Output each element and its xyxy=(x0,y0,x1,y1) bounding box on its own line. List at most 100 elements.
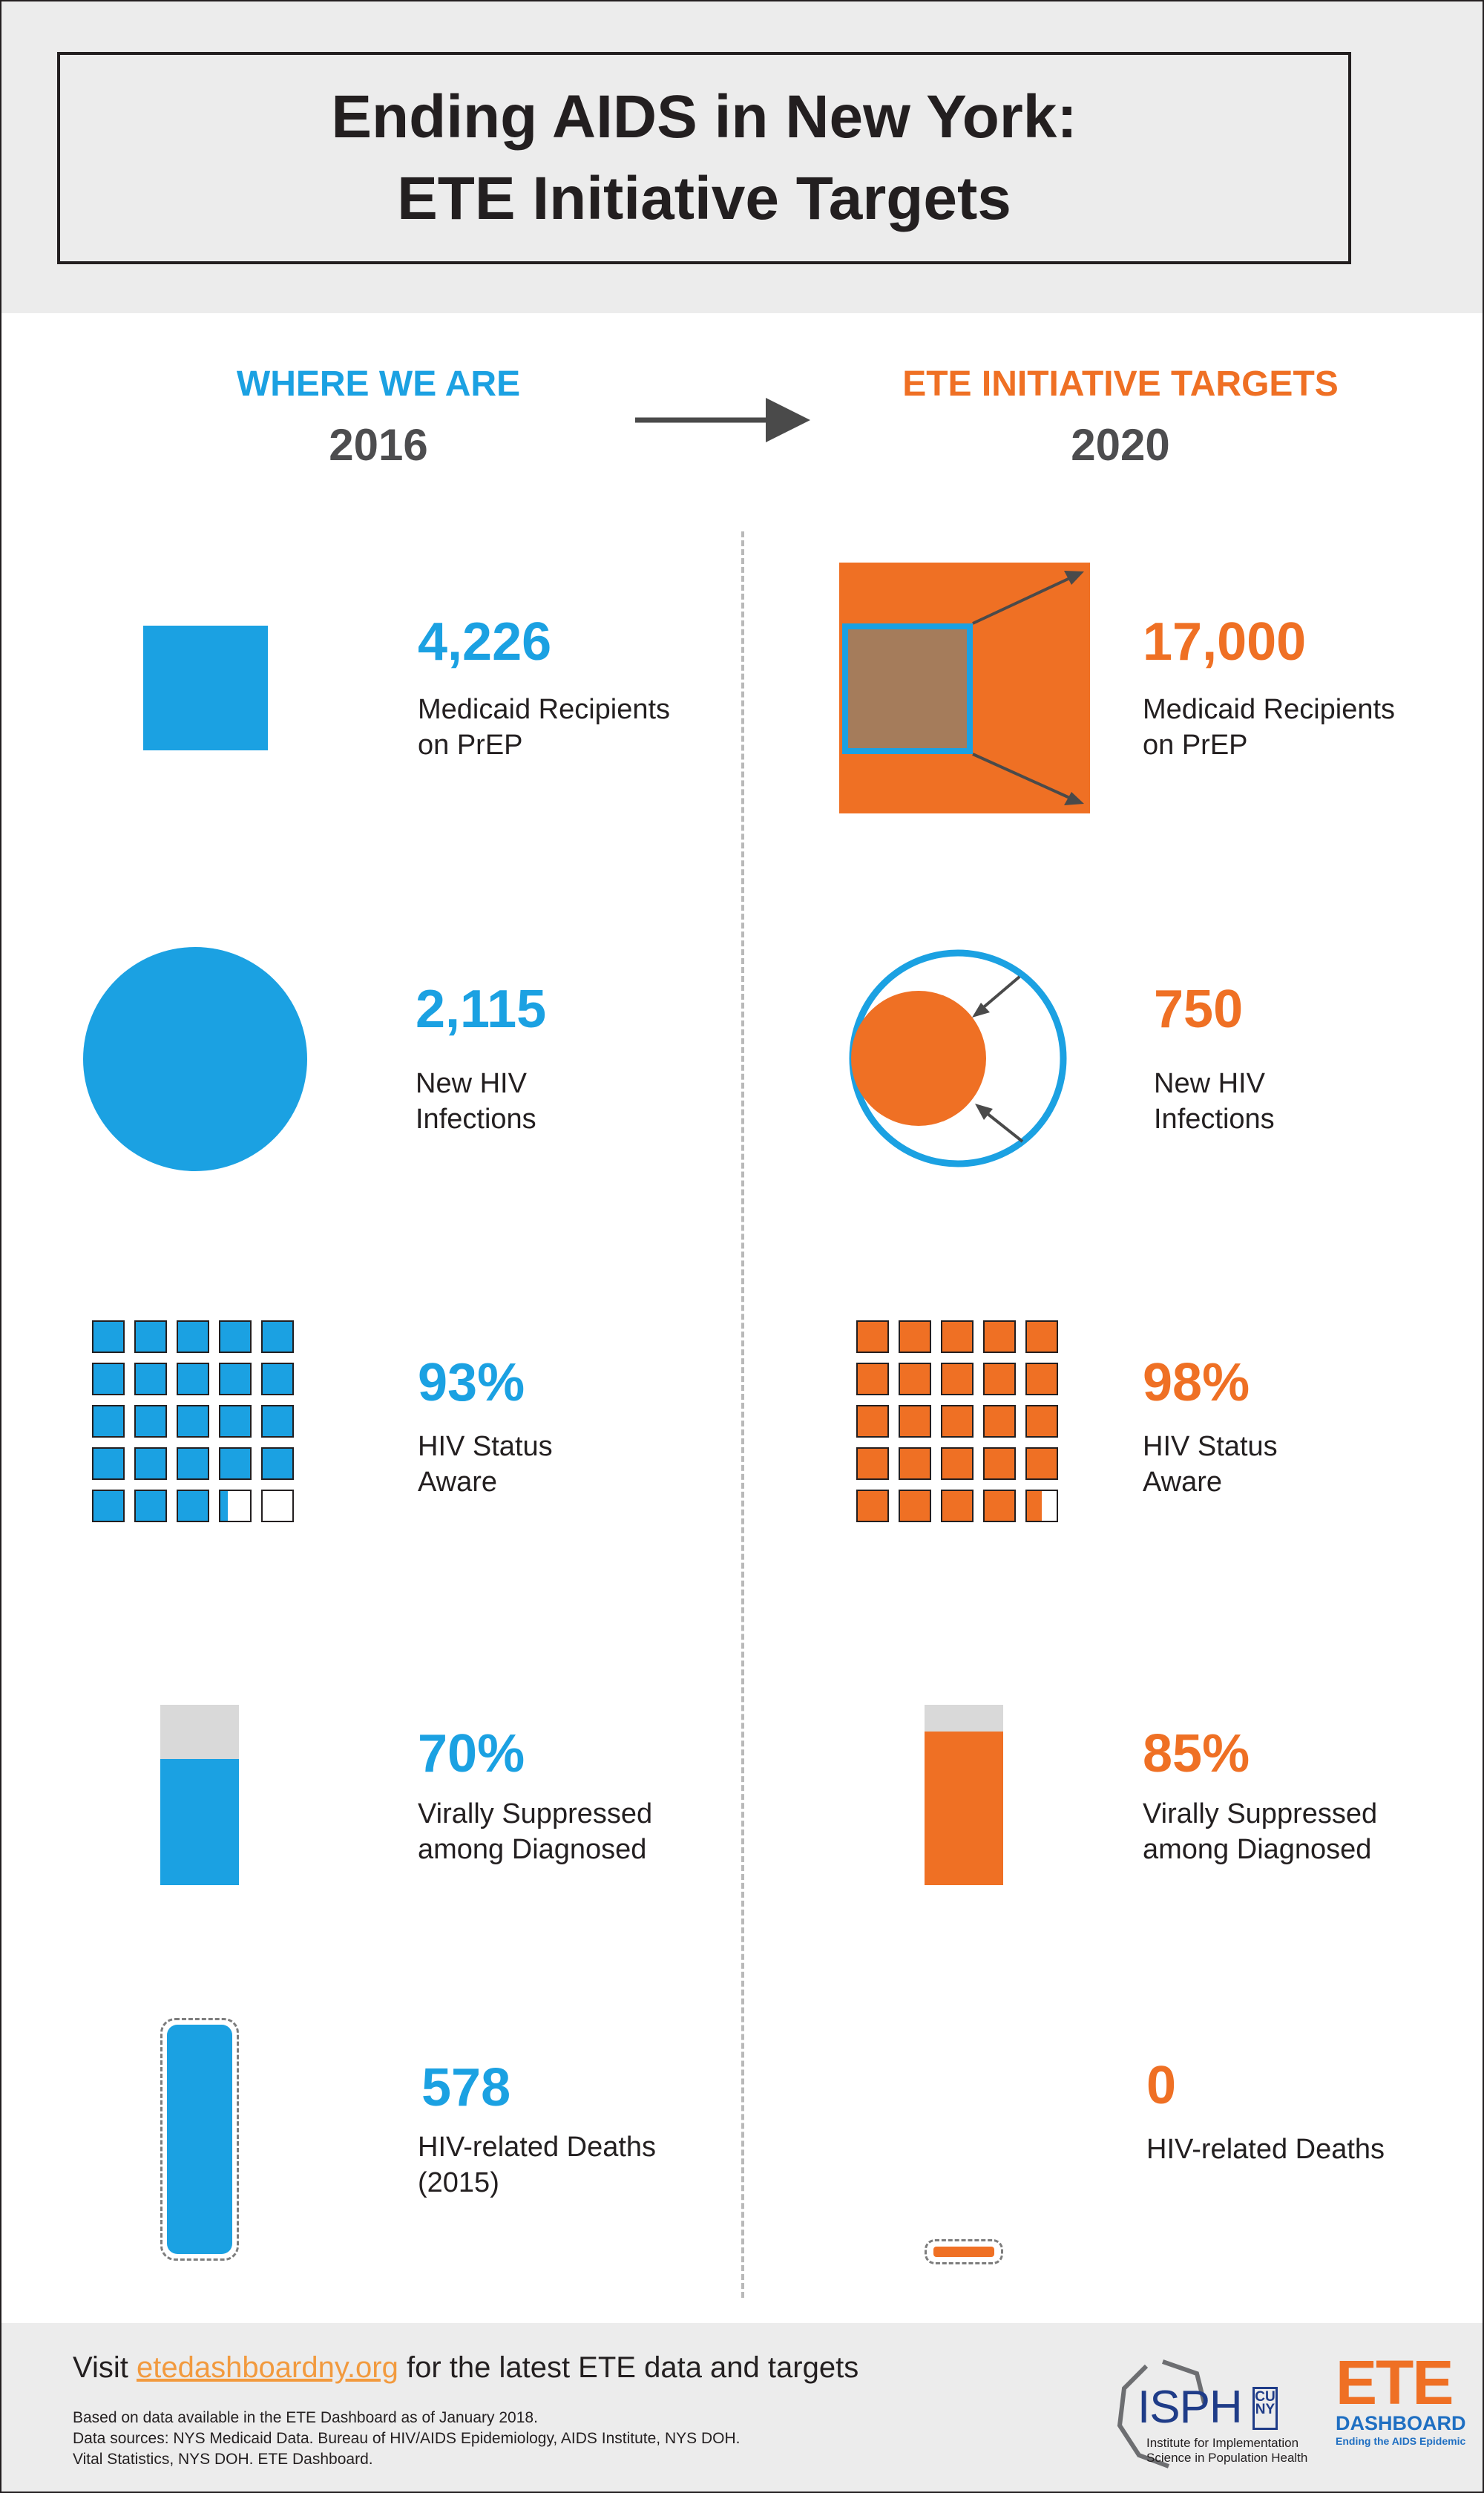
waffle-cell xyxy=(941,1447,974,1480)
heptagon-logo-icon xyxy=(1117,2359,1206,2469)
waffle-cell xyxy=(899,1405,931,1438)
waffle-cell xyxy=(261,1490,294,1522)
waffle-cell xyxy=(899,1490,931,1522)
waffle-cell xyxy=(134,1490,167,1522)
waffle-cell xyxy=(899,1320,931,1353)
suppressed-target-label-line-1: Virally Suppressed xyxy=(1143,1798,1378,1829)
footer-visit-text: Visit etedashboardny.org for the latest … xyxy=(73,2351,858,2385)
deaths-target-outline xyxy=(925,2239,1003,2264)
shrink-arrow-icon xyxy=(972,975,1021,1018)
infections-target-value: 750 xyxy=(1154,980,1244,1039)
source-line-1: Based on data available in the ETE Dashb… xyxy=(73,2409,538,2426)
prep-current-value: 4,226 xyxy=(418,612,552,672)
waffle-cell xyxy=(177,1447,209,1480)
deaths-target-value: 0 xyxy=(1146,2056,1177,2115)
deaths-current-label-line-2: (2015) xyxy=(418,2167,499,2198)
infections-current-circle xyxy=(83,947,307,1171)
column-divider xyxy=(741,531,744,2298)
right-column-year: 2020 xyxy=(1071,420,1170,470)
ete-logo-subtext: DASHBOARD xyxy=(1336,2412,1466,2434)
waffle-cell xyxy=(219,1320,252,1353)
infections-current-label-line-2: Infections xyxy=(416,1104,536,1135)
growth-arrow-icon xyxy=(972,753,1084,805)
waffle-cell xyxy=(941,1320,974,1353)
title-box: Ending AIDS in New York: ETE Initiative … xyxy=(57,52,1351,264)
waffle-cell xyxy=(177,1490,209,1522)
waffle-cell xyxy=(941,1490,974,1522)
left-column-heading: WHERE WE ARE xyxy=(236,364,521,404)
waffle-cell xyxy=(134,1405,167,1438)
aware-current-label-line-2: Aware xyxy=(418,1467,498,1498)
waffle-cell xyxy=(134,1447,167,1480)
suppressed-target-label-line-2: among Diagnosed xyxy=(1143,1834,1372,1865)
visit-suffix: for the latest ETE data and targets xyxy=(406,2351,859,2384)
waffle-cell xyxy=(1025,1447,1058,1480)
waffle-cell xyxy=(92,1447,125,1480)
waffle-cell xyxy=(261,1447,294,1480)
deaths-target-bar xyxy=(933,2247,994,2257)
waffle-cell xyxy=(177,1320,209,1353)
prep-current-inset xyxy=(842,623,973,754)
waffle-cell xyxy=(261,1363,294,1395)
shrink-arrow-icon xyxy=(975,1104,1024,1143)
waffle-cell xyxy=(899,1363,931,1395)
infections-current-value: 2,115 xyxy=(416,980,547,1039)
infections-target-circle xyxy=(851,991,986,1126)
suppressed-target-bar-fill xyxy=(925,1732,1003,1885)
aware-current-label-line-1: HIV Status xyxy=(418,1431,553,1462)
waffle-cell xyxy=(134,1320,167,1353)
source-line-3: Vital Statistics, NYS DOH. ETE Dashboard… xyxy=(73,2451,373,2468)
waffle-cell xyxy=(899,1447,931,1480)
suppressed-current-bar xyxy=(160,1705,239,1885)
suppressed-current-value: 70% xyxy=(418,1724,525,1783)
deaths-current-bar xyxy=(167,2025,232,2254)
isph-logo-text: ISPH xyxy=(1137,2382,1243,2433)
visit-prefix: Visit xyxy=(73,2351,128,2384)
waffle-cell xyxy=(941,1363,974,1395)
isph-subtitle-line-1: Institute for Implementation xyxy=(1146,2436,1299,2450)
dashboard-link[interactable]: etedashboardny.org xyxy=(136,2351,398,2384)
ete-logo-tagline: Ending the AIDS Epidemic xyxy=(1336,2435,1466,2447)
waffle-cell xyxy=(219,1490,252,1522)
waffle-cell xyxy=(261,1320,294,1353)
aware-target-label-line-2: Aware xyxy=(1143,1467,1223,1498)
isph-subtitle-line-2: Science in Population Health xyxy=(1146,2451,1308,2465)
waffle-cell xyxy=(983,1490,1016,1522)
waffle-cell xyxy=(856,1363,889,1395)
prep-current-label-line-1: Medicaid Recipients xyxy=(418,694,671,725)
waffle-cell xyxy=(219,1447,252,1480)
waffle-cell xyxy=(92,1405,125,1438)
ete-logo-text: ETE xyxy=(1336,2348,1454,2417)
suppressed-target-bar xyxy=(925,1705,1003,1885)
waffle-cell xyxy=(261,1405,294,1438)
waffle-cell xyxy=(941,1405,974,1438)
growth-arrow-icon xyxy=(972,571,1084,625)
deaths-current-outline xyxy=(160,2018,239,2261)
aware-current-value: 93% xyxy=(418,1353,525,1412)
left-column-year: 2016 xyxy=(329,420,428,470)
prep-target-graphic xyxy=(839,563,1090,813)
footer-band xyxy=(1,2323,1483,2492)
isph-logo: ISPH CUNY Institute for Implementation S… xyxy=(1117,2359,1332,2470)
source-line-2: Data sources: NYS Medicaid Data. Bureau … xyxy=(73,2430,741,2447)
infections-target-graphic xyxy=(849,949,1067,1167)
aware-target-value: 98% xyxy=(1143,1353,1250,1412)
infections-current-label-line-1: New HIV xyxy=(416,1068,527,1099)
page-title-line-1: Ending AIDS in New York: xyxy=(331,83,1077,151)
waffle-cell xyxy=(1025,1320,1058,1353)
suppressed-target-value: 85% xyxy=(1143,1724,1250,1783)
prep-target-value: 17,000 xyxy=(1143,612,1307,672)
waffle-cell xyxy=(219,1363,252,1395)
suppressed-current-bar-fill xyxy=(160,1758,239,1885)
cuny-logo-text: CUNY xyxy=(1252,2387,1278,2430)
infections-target-label-line-1: New HIV xyxy=(1154,1068,1265,1099)
waffle-cell xyxy=(983,1447,1016,1480)
suppressed-current-label-line-1: Virally Suppressed xyxy=(418,1798,653,1829)
waffle-cell xyxy=(177,1405,209,1438)
waffle-cell xyxy=(92,1490,125,1522)
waffle-cell xyxy=(983,1405,1016,1438)
waffle-cell xyxy=(92,1363,125,1395)
right-arrow-icon xyxy=(635,398,810,442)
waffle-cell xyxy=(1025,1405,1058,1438)
waffle-cell xyxy=(177,1363,209,1395)
